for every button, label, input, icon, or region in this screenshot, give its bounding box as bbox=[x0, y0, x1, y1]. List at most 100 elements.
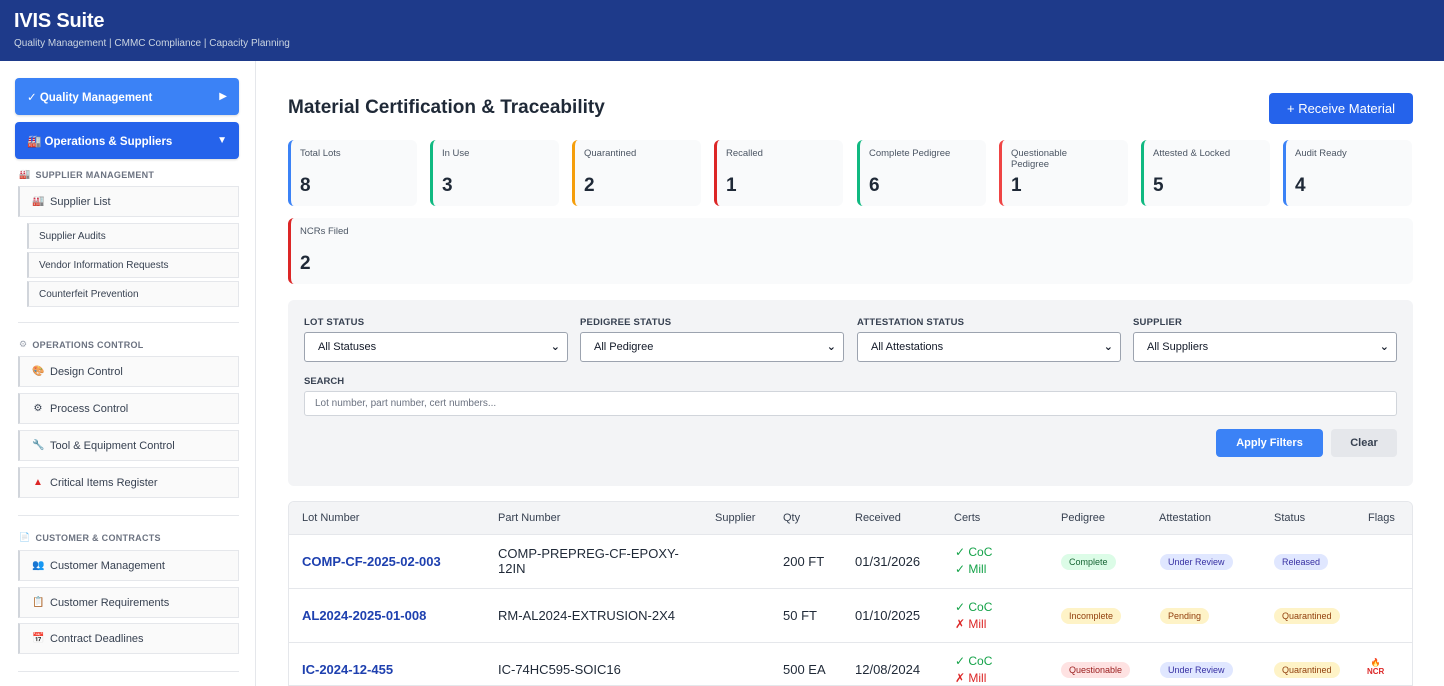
palette-icon: 🎨 bbox=[32, 366, 45, 377]
sidebar-item-tool-equipment-control[interactable]: 🔧 Tool & Equipment Control bbox=[18, 430, 239, 461]
sidebar-item-vendor-information-requests[interactable]: Vendor Information Requests bbox=[27, 252, 239, 278]
part-number: IC-74HC595-SOIC16 bbox=[498, 662, 621, 677]
sidebar-item-label: Customer Requirements bbox=[50, 596, 170, 609]
header-status[interactable]: Status bbox=[1274, 512, 1306, 524]
divider bbox=[18, 322, 239, 323]
qty: 50 FT bbox=[783, 608, 817, 623]
sidebar-item-design-control[interactable]: 🎨 Design Control bbox=[18, 356, 239, 387]
filter-label-pedigree-status: PEDIGREE STATUS bbox=[580, 317, 672, 328]
sidebar-item-label: Contract Deadlines bbox=[50, 632, 144, 645]
lot-number-link[interactable]: COMP-CF-2025-02-003 bbox=[302, 554, 441, 569]
header-pedigree[interactable]: Pedigree bbox=[1061, 512, 1106, 524]
pedigree-status-select[interactable]: All Pedigree ⌄ bbox=[580, 332, 844, 362]
apply-filters-button[interactable]: Apply Filters bbox=[1216, 429, 1323, 457]
page-title: Material Certification & Traceability bbox=[288, 97, 605, 118]
sidebar-item-process-control[interactable]: ⚙ Process Control bbox=[18, 393, 239, 424]
certs: ✓ CoC ✗ Mill bbox=[955, 599, 992, 633]
stat-card-quarantined[interactable]: Quarantined 2 bbox=[572, 140, 701, 206]
sidebar-item-contract-deadlines[interactable]: 📅 Contract Deadlines bbox=[18, 623, 239, 654]
select-value: All Statuses bbox=[318, 341, 377, 353]
stat-value: 4 bbox=[1295, 175, 1306, 196]
lot-status-select[interactable]: All Statuses ⌄ bbox=[304, 332, 568, 362]
stat-card-recalled[interactable]: Recalled 1 bbox=[714, 140, 843, 206]
attestation-status-select[interactable]: All Attestations ⌄ bbox=[857, 332, 1121, 362]
stat-label: Attested & Locked bbox=[1153, 148, 1231, 159]
attestation-badge: Under Review bbox=[1160, 554, 1233, 570]
divider bbox=[18, 515, 239, 516]
nav-quality-management[interactable]: ✓ Quality Management ▶ bbox=[15, 78, 239, 115]
nav-operations-suppliers[interactable]: 🏭 Operations & Suppliers ▼ bbox=[15, 122, 239, 159]
stat-card-total-lots[interactable]: Total Lots 8 bbox=[288, 140, 417, 206]
chevron-down-icon: ▼ bbox=[217, 135, 227, 146]
stat-card-audit-ready[interactable]: Audit Ready 4 bbox=[1283, 140, 1412, 206]
users-icon: 👥 bbox=[32, 560, 45, 571]
cert-coc: ✓ CoC bbox=[955, 600, 993, 614]
sidebar-item-label: Design Control bbox=[50, 365, 123, 378]
stat-card-complete-pedigree[interactable]: Complete Pedigree 6 bbox=[857, 140, 986, 206]
ncr-flag[interactable]: 🔥 NCR bbox=[1367, 658, 1384, 676]
search-input[interactable]: Lot number, part number, cert numbers... bbox=[304, 391, 1397, 416]
section-operations-control: ⚙ OPERATIONS CONTROL bbox=[19, 339, 144, 350]
lots-table: Lot Number Part Number Supplier Qty Rece… bbox=[288, 501, 1413, 686]
clear-filters-button[interactable]: Clear bbox=[1331, 429, 1397, 457]
stat-card-ncrs-filed[interactable]: NCRs Filed 2 bbox=[288, 218, 1413, 284]
document-icon: 📄 bbox=[19, 532, 31, 542]
gear-icon: ⚙ bbox=[19, 339, 28, 349]
filter-label-supplier: SUPPLIER bbox=[1133, 317, 1183, 328]
header-attestation[interactable]: Attestation bbox=[1159, 512, 1211, 524]
stat-card-questionable-pedigree[interactable]: Questionable Pedigree 1 bbox=[999, 140, 1128, 206]
sidebar-item-label: Process Control bbox=[50, 402, 129, 415]
sidebar-item-supplier-list[interactable]: 🏭 Supplier List bbox=[18, 186, 239, 217]
received-date: 01/10/2025 bbox=[855, 608, 921, 623]
fire-icon: 🔥 bbox=[1370, 658, 1381, 667]
received-date: 12/08/2024 bbox=[855, 662, 921, 677]
table-row[interactable]: AL2024-2025-01-008 RM-AL2024-EXTRUSION-2… bbox=[289, 589, 1412, 643]
header-supplier[interactable]: Supplier bbox=[715, 512, 756, 524]
filter-label-attestation-status: ATTESTATION STATUS bbox=[857, 317, 965, 328]
certs: ✓ CoC ✗ Mill bbox=[955, 653, 992, 685]
supplier-select[interactable]: All Suppliers ⌄ bbox=[1133, 332, 1397, 362]
divider bbox=[18, 671, 239, 672]
section-supplier-management: 🏭 SUPPLIER MANAGEMENT bbox=[19, 169, 154, 180]
stat-card-in-use[interactable]: In Use 3 bbox=[430, 140, 559, 206]
chevron-down-icon: ⌄ bbox=[826, 341, 836, 353]
header-lot-number[interactable]: Lot Number bbox=[302, 512, 360, 524]
lot-number-link[interactable]: AL2024-2025-01-008 bbox=[302, 608, 427, 623]
stat-label: Total Lots bbox=[300, 148, 341, 159]
status-badge: Quarantined bbox=[1274, 608, 1340, 624]
app-subtitle: Quality Management | CMMC Compliance | C… bbox=[14, 38, 290, 49]
header-flags[interactable]: Flags bbox=[1368, 512, 1395, 524]
attestation-badge: Pending bbox=[1160, 608, 1210, 624]
header-certs[interactable]: Certs bbox=[954, 512, 981, 524]
stat-value: 6 bbox=[869, 175, 880, 196]
receive-material-button[interactable]: + Receive Material bbox=[1269, 93, 1413, 124]
sidebar-item-label: Customer Management bbox=[50, 559, 165, 572]
header-part-number[interactable]: Part Number bbox=[498, 512, 561, 524]
table-row[interactable]: COMP-CF-2025-02-003 COMP-PREPREG-CF-EPOX… bbox=[289, 535, 1412, 589]
stat-value: 3 bbox=[442, 175, 453, 196]
lot-number-link[interactable]: IC-2024-12-455 bbox=[302, 662, 394, 677]
sidebar-item-label: Supplier List bbox=[50, 195, 111, 208]
status-badge: Quarantined bbox=[1274, 662, 1340, 678]
stat-value: 1 bbox=[1011, 175, 1022, 196]
stat-card-attested-locked[interactable]: Attested & Locked 5 bbox=[1141, 140, 1270, 206]
nav-quality-label: ✓ Quality Management bbox=[27, 91, 153, 104]
factory-icon: 🏭 bbox=[32, 196, 45, 207]
part-number: COMP-PREPREG-CF-EPOXY-12IN bbox=[498, 546, 679, 576]
sidebar-item-supplier-audits[interactable]: Supplier Audits bbox=[27, 223, 239, 249]
table-row[interactable]: IC-2024-12-455 IC-74HC595-SOIC16 500 EA … bbox=[289, 643, 1412, 685]
sidebar-item-critical-items-register[interactable]: ▲ Critical Items Register bbox=[18, 467, 239, 498]
filter-label-lot-status: LOT STATUS bbox=[304, 317, 365, 328]
status-badge: Released bbox=[1274, 554, 1329, 570]
header-qty[interactable]: Qty bbox=[783, 512, 801, 524]
section-label-text: OPERATIONS CONTROL bbox=[32, 339, 144, 350]
chevron-down-icon: ⌄ bbox=[550, 341, 560, 353]
attestation-badge: Under Review bbox=[1160, 662, 1233, 678]
chevron-down-icon: ⌄ bbox=[1103, 341, 1113, 353]
stat-value: 2 bbox=[300, 253, 311, 274]
sidebar-item-customer-management[interactable]: 👥 Customer Management bbox=[18, 550, 239, 581]
header-received[interactable]: Received bbox=[855, 512, 901, 524]
sidebar-item-counterfeit-prevention[interactable]: Counterfeit Prevention bbox=[27, 281, 239, 307]
sidebar-item-customer-requirements[interactable]: 📋 Customer Requirements bbox=[18, 587, 239, 618]
app-header: IVIS Suite Quality Management | CMMC Com… bbox=[0, 0, 1444, 61]
